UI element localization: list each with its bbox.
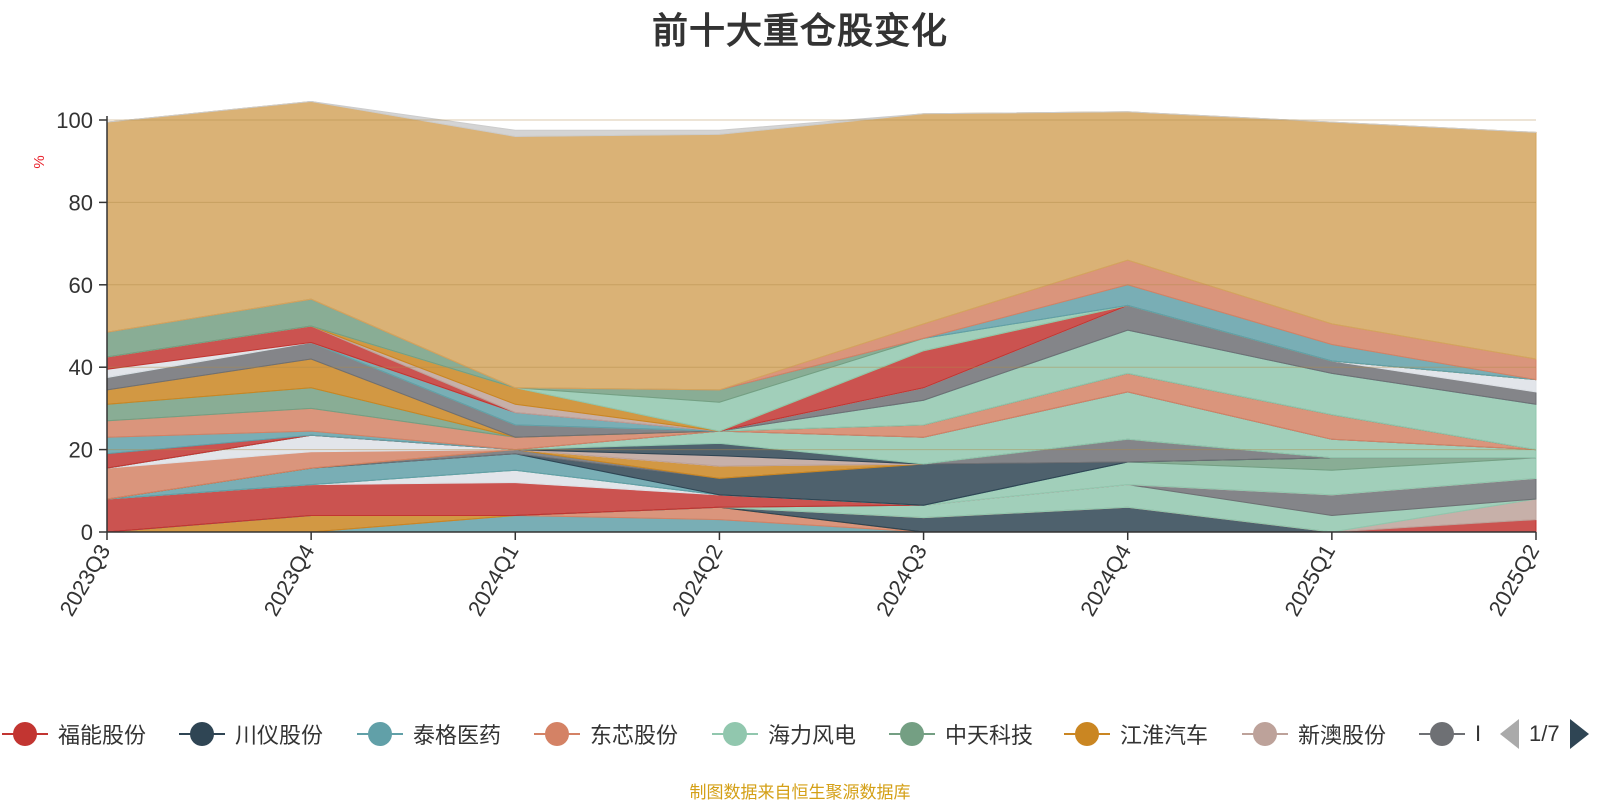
area-band-39 bbox=[106, 100, 1537, 138]
previous-page-icon[interactable] bbox=[1500, 719, 1519, 749]
y-axis-label: % bbox=[31, 155, 48, 168]
legend-item-8[interactable]: I bbox=[1417, 712, 1481, 756]
x-tick-label-2023Q3: 2023Q3 bbox=[55, 540, 116, 620]
plot-areas bbox=[106, 100, 1537, 533]
grid-lines bbox=[107, 119, 1536, 451]
legend-marker-icon bbox=[0, 722, 50, 746]
x-tick-label-2024Q4: 2024Q4 bbox=[1075, 540, 1136, 620]
legend-item-7[interactable]: 新澳股份 bbox=[1240, 712, 1386, 756]
legend-marker-icon bbox=[355, 722, 405, 746]
legend-item-3[interactable]: 东芯股份 bbox=[532, 712, 678, 756]
legend-label: 泰格医药 bbox=[413, 723, 502, 748]
legend-pager: 1/7 bbox=[1500, 712, 1589, 756]
legend-item-0[interactable]: 福能股份 bbox=[0, 712, 146, 756]
next-page-icon[interactable] bbox=[1569, 719, 1589, 749]
legend-label: 川仪股份 bbox=[235, 723, 324, 748]
legend-label: 福能股份 bbox=[58, 723, 147, 748]
legend-marker-icon bbox=[710, 722, 760, 746]
x-tick-label-2024Q1: 2024Q1 bbox=[463, 540, 524, 620]
legend-item-1[interactable]: 川仪股份 bbox=[177, 712, 323, 756]
y-tick-label-20: 20 bbox=[69, 438, 93, 463]
legend-label: 海力风电 bbox=[768, 723, 857, 748]
legend-label: 江淮汽车 bbox=[1120, 723, 1209, 748]
legend-item-2[interactable]: 泰格医药 bbox=[355, 712, 501, 756]
legend: 福能股份 川仪股份 泰格医药 东芯股份 海力风电 中天科技 江淮汽车 新澳股份 I bbox=[0, 712, 1600, 756]
legend-marker-icon bbox=[887, 722, 937, 746]
legend-marker-icon bbox=[1062, 722, 1112, 746]
x-tick-label-2025Q2: 2025Q2 bbox=[1484, 540, 1545, 620]
chart-title: 前十大重仓股变化 bbox=[651, 10, 948, 51]
legend-item-5[interactable]: 中天科技 bbox=[887, 712, 1033, 756]
legend-item-4[interactable]: 海力风电 bbox=[710, 712, 856, 756]
legend-item-6[interactable]: 江淮汽车 bbox=[1062, 712, 1208, 756]
legend-marker-icon bbox=[1240, 722, 1290, 746]
legend-label: 新澳股份 bbox=[1298, 723, 1387, 748]
y-tick-label-100: 100 bbox=[56, 108, 93, 133]
legend-marker-icon bbox=[177, 722, 227, 746]
y-tick-label-60: 60 bbox=[69, 273, 93, 298]
y-tick-label-80: 80 bbox=[69, 190, 93, 215]
y-tick-label-40: 40 bbox=[69, 355, 93, 380]
x-tick-label-2023Q4: 2023Q4 bbox=[259, 540, 320, 620]
x-tick-label-2025Q1: 2025Q1 bbox=[1279, 540, 1340, 620]
page-indicator: 1/7 bbox=[1529, 721, 1560, 746]
legend-marker-icon bbox=[532, 722, 582, 746]
y-tick-label-0: 0 bbox=[81, 520, 93, 545]
legend-label: 东芯股份 bbox=[590, 723, 679, 748]
legend-label: I bbox=[1475, 721, 1482, 746]
source-footnote: 制图数据来自恒生聚源数据库 bbox=[689, 783, 911, 802]
x-tick-label-2024Q3: 2024Q3 bbox=[871, 540, 932, 620]
legend-label: 中天科技 bbox=[945, 723, 1034, 748]
legend-marker-icon bbox=[1417, 722, 1467, 746]
x-tick-label-2024Q2: 2024Q2 bbox=[667, 540, 728, 620]
